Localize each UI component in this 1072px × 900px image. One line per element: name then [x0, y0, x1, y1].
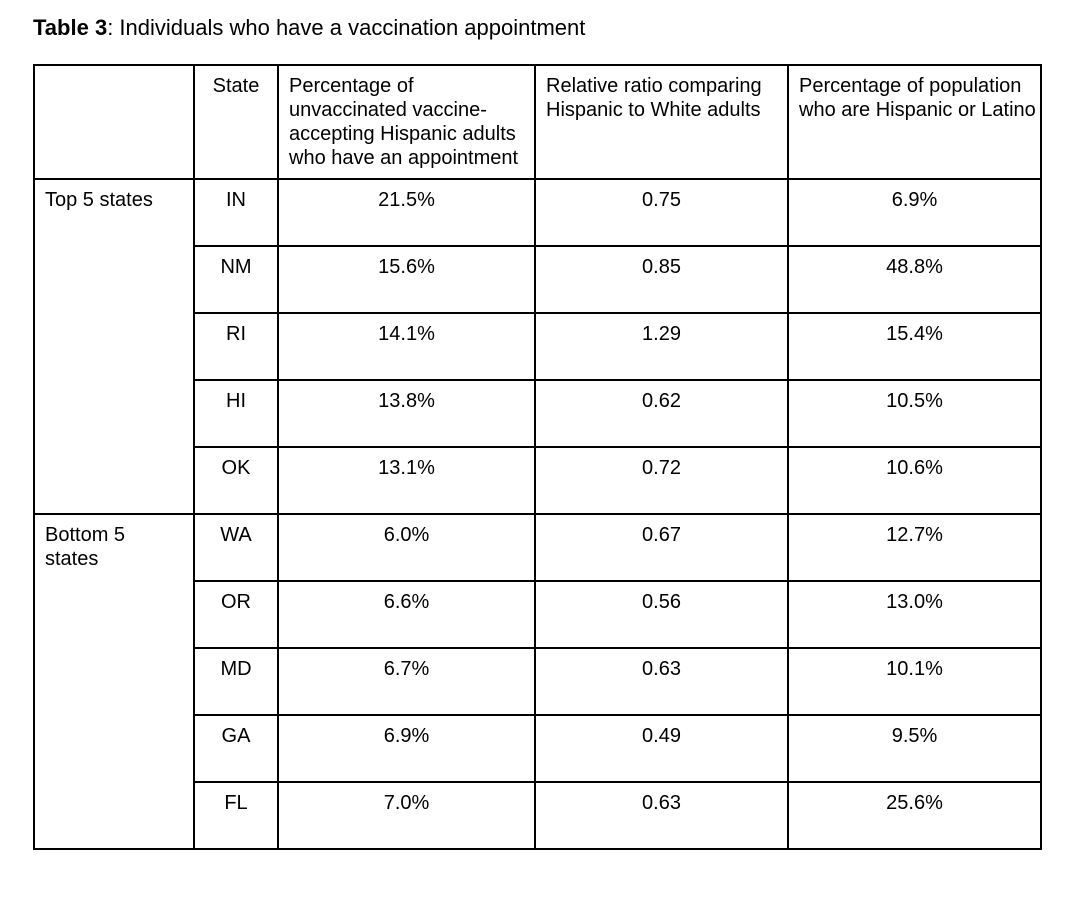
pct-population-cell: 6.9% — [787, 178, 1042, 247]
relative-ratio-cell: 0.72 — [534, 446, 789, 515]
header-row: State Percentage of unvaccinated vaccine… — [33, 64, 1042, 180]
state-cell: RI — [193, 312, 279, 381]
relative-ratio-cell: 0.49 — [534, 714, 789, 783]
pct-appointment-cell: 6.9% — [277, 714, 536, 783]
table-row: Top 5 states IN 21.5% 0.75 6.9% — [33, 178, 1042, 515]
table-caption-text: : Individuals who have a vaccination app… — [107, 15, 586, 40]
vaccination-appointment-table: State Percentage of unvaccinated vaccine… — [33, 64, 1042, 850]
table-row: OR 6.6% 0.56 13.0% — [34, 580, 1042, 649]
relative-ratio-cell: 0.62 — [534, 379, 789, 448]
relative-ratio-cell: 0.63 — [534, 781, 789, 850]
pct-appointment-cell: 6.7% — [277, 647, 536, 716]
relative-ratio-cell: 0.56 — [534, 580, 789, 649]
state-cell: NM — [193, 245, 279, 314]
pct-population-cell: 15.4% — [787, 312, 1042, 381]
state-cell: MD — [193, 647, 279, 716]
table-row: NM 15.6% 0.85 48.8% — [34, 245, 1042, 314]
group-label-bottom5: Bottom 5 states — [33, 513, 195, 850]
relative-ratio-cell: 1.29 — [534, 312, 789, 381]
pct-appointment-cell: 7.0% — [277, 781, 536, 850]
state-cell: FL — [193, 781, 279, 850]
relative-ratio-cell: 0.85 — [534, 245, 789, 314]
state-cell: GA — [193, 714, 279, 783]
pct-population-cell: 25.6% — [787, 781, 1042, 850]
pct-population-cell: 13.0% — [787, 580, 1042, 649]
pct-population-cell: 12.7% — [787, 513, 1042, 582]
state-cell: WA — [193, 513, 279, 582]
pct-appointment-cell: 6.6% — [277, 580, 536, 649]
state-cell: OR — [193, 580, 279, 649]
table-row: OK 13.1% 0.72 10.6% — [34, 446, 1042, 515]
table-row: RI 14.1% 1.29 15.4% — [34, 312, 1042, 381]
header-empty-cell — [33, 64, 195, 180]
pct-appointment-cell: 13.8% — [277, 379, 536, 448]
header-pct-appointment: Percentage of unvaccinated vaccine- acce… — [277, 64, 536, 180]
state-cell: OK — [193, 446, 279, 515]
table-caption-number: Table 3 — [33, 15, 108, 40]
pct-appointment-cell: 14.1% — [277, 312, 536, 381]
table-row: FL 7.0% 0.63 25.6% — [34, 781, 1042, 850]
table-row: HI 13.8% 0.62 10.5% — [34, 379, 1042, 448]
table-row: GA 6.9% 0.49 9.5% — [34, 714, 1042, 783]
header-state: State — [193, 64, 279, 180]
state-cell: IN — [193, 178, 279, 247]
header-pct-population: Percentage of population who are Hispani… — [787, 64, 1042, 180]
pct-population-cell: 48.8% — [787, 245, 1042, 314]
pct-appointment-cell: 13.1% — [277, 446, 536, 515]
pct-population-cell: 10.6% — [787, 446, 1042, 515]
state-cell: HI — [193, 379, 279, 448]
group-label-top5: Top 5 states — [33, 178, 195, 515]
pct-population-cell: 10.1% — [787, 647, 1042, 716]
relative-ratio-cell: 0.63 — [534, 647, 789, 716]
pct-population-cell: 9.5% — [787, 714, 1042, 783]
pct-appointment-cell: 21.5% — [277, 178, 536, 247]
table-row: Bottom 5 states WA 6.0% 0.67 12.7% — [33, 513, 1042, 850]
header-relative-ratio: Relative ratio comparing Hispanic to Whi… — [534, 64, 789, 180]
table-caption: Table 3: Individuals who have a vaccinat… — [33, 14, 1072, 42]
relative-ratio-cell: 0.75 — [534, 178, 789, 247]
pct-appointment-cell: 6.0% — [277, 513, 536, 582]
pct-appointment-cell: 15.6% — [277, 245, 536, 314]
pct-population-cell: 10.5% — [787, 379, 1042, 448]
relative-ratio-cell: 0.67 — [534, 513, 789, 582]
table-row: MD 6.7% 0.63 10.1% — [34, 647, 1042, 716]
